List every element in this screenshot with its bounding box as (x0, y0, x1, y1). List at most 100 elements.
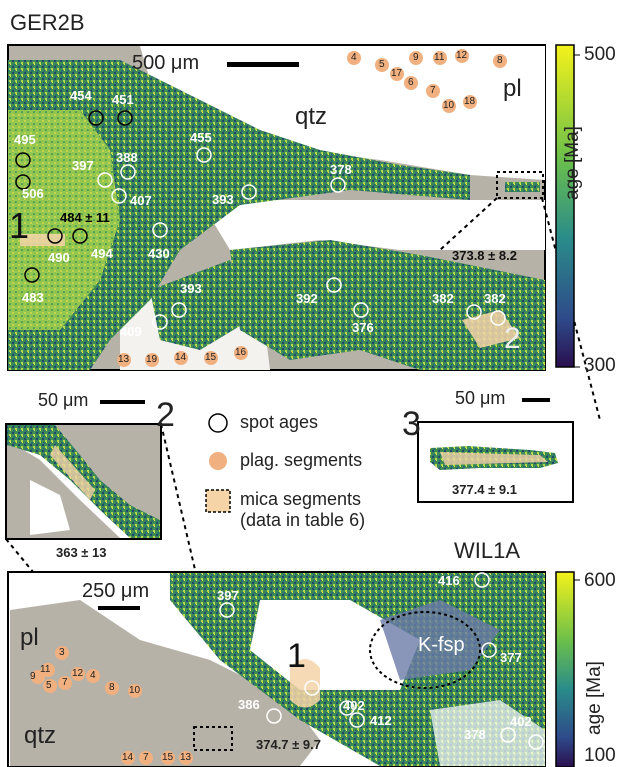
top-colorbar (555, 44, 575, 368)
spot-age: 412 (370, 713, 392, 728)
plag-number: 10 (129, 685, 141, 696)
top-mica-age: 373.8 ± 8.2 (452, 248, 517, 263)
plag-number: 9 (30, 671, 36, 682)
legend-plag-label: plag. segments (240, 450, 363, 470)
legend-mica-label: mica segments (240, 489, 362, 509)
plag-number: 7 (62, 677, 68, 688)
plag-number: 5 (379, 59, 385, 70)
plag-number: 12 (456, 50, 468, 61)
bottom-qtz-label: qtz (24, 722, 57, 749)
inset2-age: 363 ± 13 (56, 545, 107, 560)
plag-number: 19 (146, 354, 158, 365)
legend-spot-label: spot ages (240, 412, 319, 432)
spot-age: 407 (130, 193, 152, 208)
spot-age: 376 (352, 320, 374, 335)
plag-number: 13 (180, 752, 192, 763)
plag-number: 10 (443, 100, 455, 111)
spot-age: 409 (120, 324, 142, 339)
plag-number: 17 (391, 68, 403, 79)
top-colorbar-max: 500 (584, 44, 616, 65)
plag-number: 16 (235, 347, 247, 358)
spot-age: 451 (112, 92, 134, 107)
region-marker-1: 1 (9, 205, 30, 246)
spot-age: 382 (432, 291, 454, 306)
spot-age: 402 (510, 714, 532, 729)
plag-number: 9 (413, 52, 419, 63)
plag-number: 4 (351, 52, 357, 63)
spot-age: 506 (22, 186, 44, 201)
bottom-map (7, 571, 546, 767)
spot-age: 378 (330, 162, 352, 177)
top-qtz-label: qtz (295, 103, 328, 130)
spot-age-highlight: 484 ± 11 (60, 210, 110, 225)
plag-number: 14 (122, 752, 134, 763)
plag-number: 6 (408, 77, 414, 88)
spot-age: 378 (464, 727, 486, 742)
top-scale-label: 500 μm (132, 52, 200, 74)
inset2-scale-label: 50 μm (38, 390, 89, 410)
plag-number: 15 (205, 352, 217, 363)
plag-number: 11 (434, 52, 445, 63)
top-map (7, 44, 601, 421)
inset3-scale-label: 50 μm (455, 388, 506, 408)
spot-age: 416 (438, 573, 460, 588)
inset3-age: 377.4 ± 9.1 (452, 482, 517, 497)
plag-number: 12 (72, 668, 84, 679)
plag-number: 14 (175, 352, 187, 363)
region-marker-2: 2 (504, 322, 521, 355)
bottom-kfsp-label: K-fsp (418, 634, 465, 656)
legend-mica-note: (data in table 6) (240, 510, 366, 530)
inset-2 (5, 400, 233, 746)
bottom-panel-title: WIL1A (454, 538, 521, 563)
plag-number: 7 (143, 752, 149, 763)
spot-age: 388 (116, 150, 138, 165)
spot-age: 454 (70, 88, 92, 103)
bottom-colorbar-min: 100 (584, 745, 616, 766)
bottom-scale-label: 250 μm (82, 580, 150, 602)
top-panel-title: GER2B (10, 10, 85, 35)
spot-age: 402 (343, 698, 365, 713)
bottom-colorbar-max: 600 (584, 570, 616, 591)
plag-number: 3 (59, 647, 65, 658)
bottom-pl-label: pl (20, 624, 39, 651)
spot-age: 408 (325, 676, 347, 691)
inset-3 (417, 398, 574, 503)
plag-number: 5 (46, 680, 52, 691)
top-pl-label: pl (503, 75, 522, 102)
spot-age: 430 (148, 246, 170, 261)
plag-number: 11 (40, 664, 51, 675)
plag-number: 15 (162, 752, 174, 763)
top-colorbar-min: 300 (584, 355, 616, 376)
plag-number: 4 (90, 670, 96, 681)
plag-number: 13 (118, 354, 130, 365)
spot-age: 490 (48, 250, 70, 265)
bottom-spot-circles (219, 572, 544, 750)
spot-age: 494 (91, 246, 113, 261)
spot-age: 382 (484, 291, 506, 306)
spot-age: 455 (190, 130, 212, 145)
spot-age: 397 (217, 588, 239, 603)
plag-number: 8 (497, 55, 503, 66)
plag-number: 18 (464, 96, 476, 107)
spot-age: 377 (500, 650, 522, 665)
top-spot-circles (97, 147, 506, 330)
spot-age: 393 (212, 192, 234, 207)
spot-age: 385 (261, 612, 283, 627)
plag-number: 7 (430, 85, 436, 96)
bottom-colorbar (555, 571, 575, 767)
bottom-colorbar-label: age [Ma] (584, 661, 605, 735)
spot-age: 397 (72, 158, 94, 173)
inset2-number: 2 (156, 396, 175, 434)
spot-age: 386 (238, 697, 260, 712)
spot-age: 483 (22, 290, 44, 305)
bottom-region-marker: 1 (287, 637, 306, 675)
spot-age: 392 (296, 291, 318, 306)
spot-age: 393 (180, 281, 202, 296)
inset3-number: 3 (402, 405, 421, 443)
spot-age: 495 (14, 132, 36, 147)
plag-number: 8 (109, 682, 115, 693)
legend (205, 413, 231, 513)
top-spot-circles-dark (15, 110, 133, 283)
